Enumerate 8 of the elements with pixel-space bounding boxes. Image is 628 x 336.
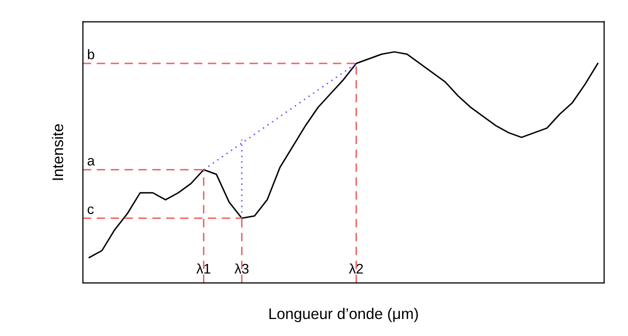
ref-line-label: c bbox=[88, 206, 94, 214]
x-tick-label: λ3 bbox=[234, 263, 249, 274]
y-axis-title: Intensite bbox=[52, 124, 64, 180]
x-tick-label: λ2 bbox=[348, 263, 363, 274]
x-tick-label: λ1 bbox=[196, 263, 210, 274]
ref-line-label: b bbox=[88, 49, 94, 60]
ref-line-label: a bbox=[88, 158, 95, 166]
x-axis-title: Longueur d’onde (μm) bbox=[269, 308, 418, 322]
